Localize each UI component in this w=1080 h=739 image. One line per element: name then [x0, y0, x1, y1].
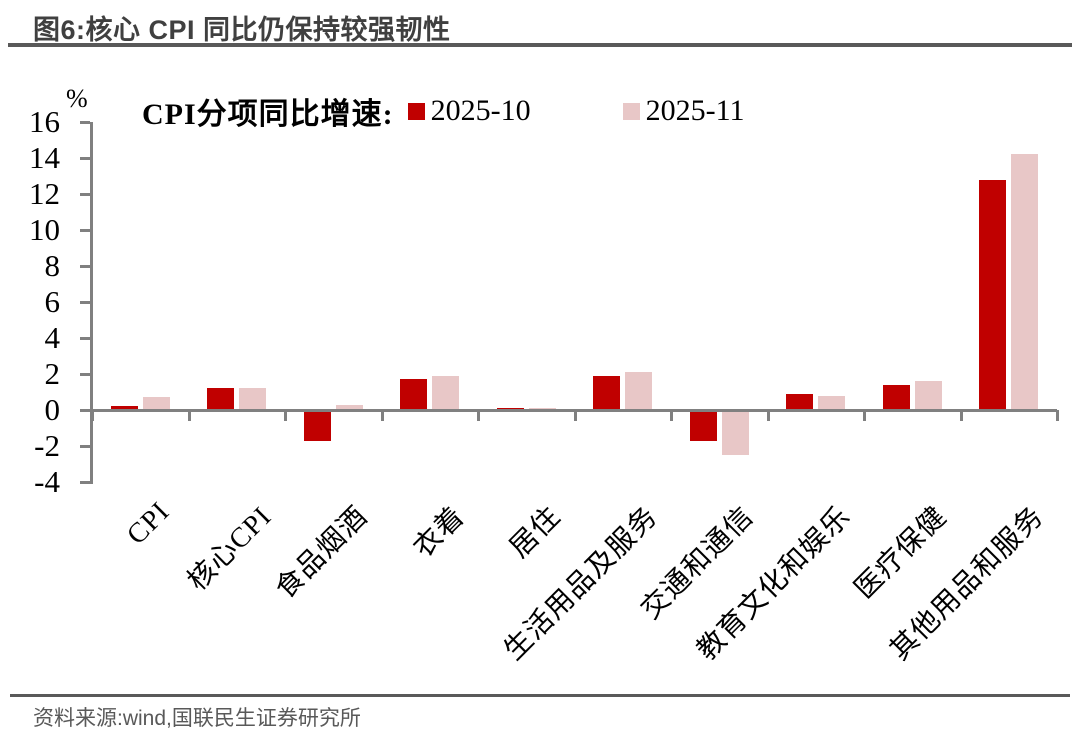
x-axis-category-label: 衣着 [407, 500, 471, 564]
y-axis-tick [80, 481, 90, 484]
bar-2025-11-核心CPI [239, 388, 267, 410]
y-axis-tick-label: 0 [44, 392, 61, 427]
bar-2025-10-教育文化和娱乐 [786, 393, 814, 410]
y-axis-tick [80, 409, 90, 412]
y-axis-line [90, 122, 93, 484]
bar-2025-10-核心CPI [207, 388, 235, 410]
bar-2025-10-交通和通信 [689, 412, 717, 441]
bar-2025-11-其他用品和服务 [1011, 154, 1039, 410]
x-axis-category-label: 食品烟酒 [270, 500, 375, 605]
x-axis-tick [766, 410, 770, 421]
y-axis-tick-label: 12 [29, 176, 60, 211]
x-axis-category-label: 核心CPI [181, 500, 278, 597]
y-axis-tick-label: -4 [34, 464, 60, 499]
legend-swatch-2025-11 [622, 102, 640, 120]
x-axis-tick [670, 410, 673, 421]
bar-2025-11-交通和通信 [721, 412, 749, 456]
bar-2025-11-食品烟酒 [335, 404, 363, 410]
bar-2025-10-其他用品和服务 [979, 179, 1007, 410]
x-axis-tick [1056, 410, 1059, 421]
footer-divider [10, 694, 1070, 697]
bar-2025-10-衣着 [400, 379, 428, 410]
y-axis-tick [80, 337, 90, 340]
x-axis-tick [284, 410, 287, 421]
x-axis-tick [187, 410, 191, 421]
x-axis-zero-line [90, 409, 1057, 412]
legend-label-2025-11: 2025-11 [645, 94, 745, 127]
y-axis-tick [80, 121, 90, 124]
bar-2025-11-教育文化和娱乐 [818, 395, 846, 410]
x-axis-category-label: 居住 [504, 500, 568, 564]
x-axis-tick [380, 410, 384, 421]
y-axis-tick-label: 8 [44, 248, 61, 283]
plot-area: % CPI分项同比增速: 2025-10 2025-11 16 14 12 10 8 6 4… [29, 84, 1059, 666]
y-axis-tick-label: 4 [44, 320, 61, 355]
y-axis-tick [80, 229, 90, 232]
y-axis-tick [80, 445, 90, 448]
bar-2025-10-食品烟酒 [303, 412, 331, 441]
y-axis-tick-label: 14 [29, 140, 60, 175]
legend-item-2025-10: 2025-10 [407, 94, 531, 128]
x-axis-category-label: CPI [121, 496, 177, 551]
y-axis-tick-label: 16 [29, 104, 60, 139]
legend-label-2025-10: 2025-10 [430, 94, 531, 127]
bar-2025-10-生活用品及服务 [593, 375, 621, 410]
x-axis-tick [91, 410, 94, 421]
title-divider [8, 43, 1072, 47]
bar-2025-11-生活用品及服务 [625, 372, 653, 410]
legend-swatch-2025-10 [407, 102, 425, 120]
bar-2025-11-衣着 [432, 375, 460, 410]
y-axis-tick [80, 373, 90, 376]
y-axis-tick [80, 301, 90, 304]
x-axis-tick [959, 410, 963, 421]
y-axis-tick-label: 10 [29, 212, 60, 247]
figure-title: 图6:核心 CPI 同比仍保持较强韧性 [33, 15, 451, 45]
y-axis-tick [80, 265, 90, 268]
bar-2025-11-CPI [142, 397, 170, 410]
x-axis-tick [477, 410, 480, 421]
x-axis-tick [573, 410, 577, 421]
bar-2025-10-CPI [110, 406, 138, 410]
y-axis-tick [80, 157, 90, 160]
y-axis-tick-label: -2 [34, 428, 60, 463]
source-note: 资料来源:wind,国联民生证券研究所 [33, 707, 361, 730]
bar-2025-11-医疗保健 [914, 381, 942, 410]
y-axis-tick-label: 6 [44, 284, 61, 319]
y-axis-unit-label: % [66, 84, 88, 113]
y-axis-tick-label: 2 [44, 356, 61, 391]
chart-legend: CPI分项同比增速: 2025-10 2025-11 [142, 90, 745, 132]
legend-item-2025-11: 2025-11 [622, 94, 745, 128]
legend-title: CPI分项同比增速: [142, 98, 394, 131]
bar-2025-10-医疗保健 [882, 384, 910, 410]
y-axis-tick [80, 193, 90, 196]
x-axis-tick [863, 410, 866, 421]
cpi-bar-chart: % CPI分项同比增速: 2025-10 2025-11 16 14 12 10 8 6 4… [0, 60, 1080, 680]
